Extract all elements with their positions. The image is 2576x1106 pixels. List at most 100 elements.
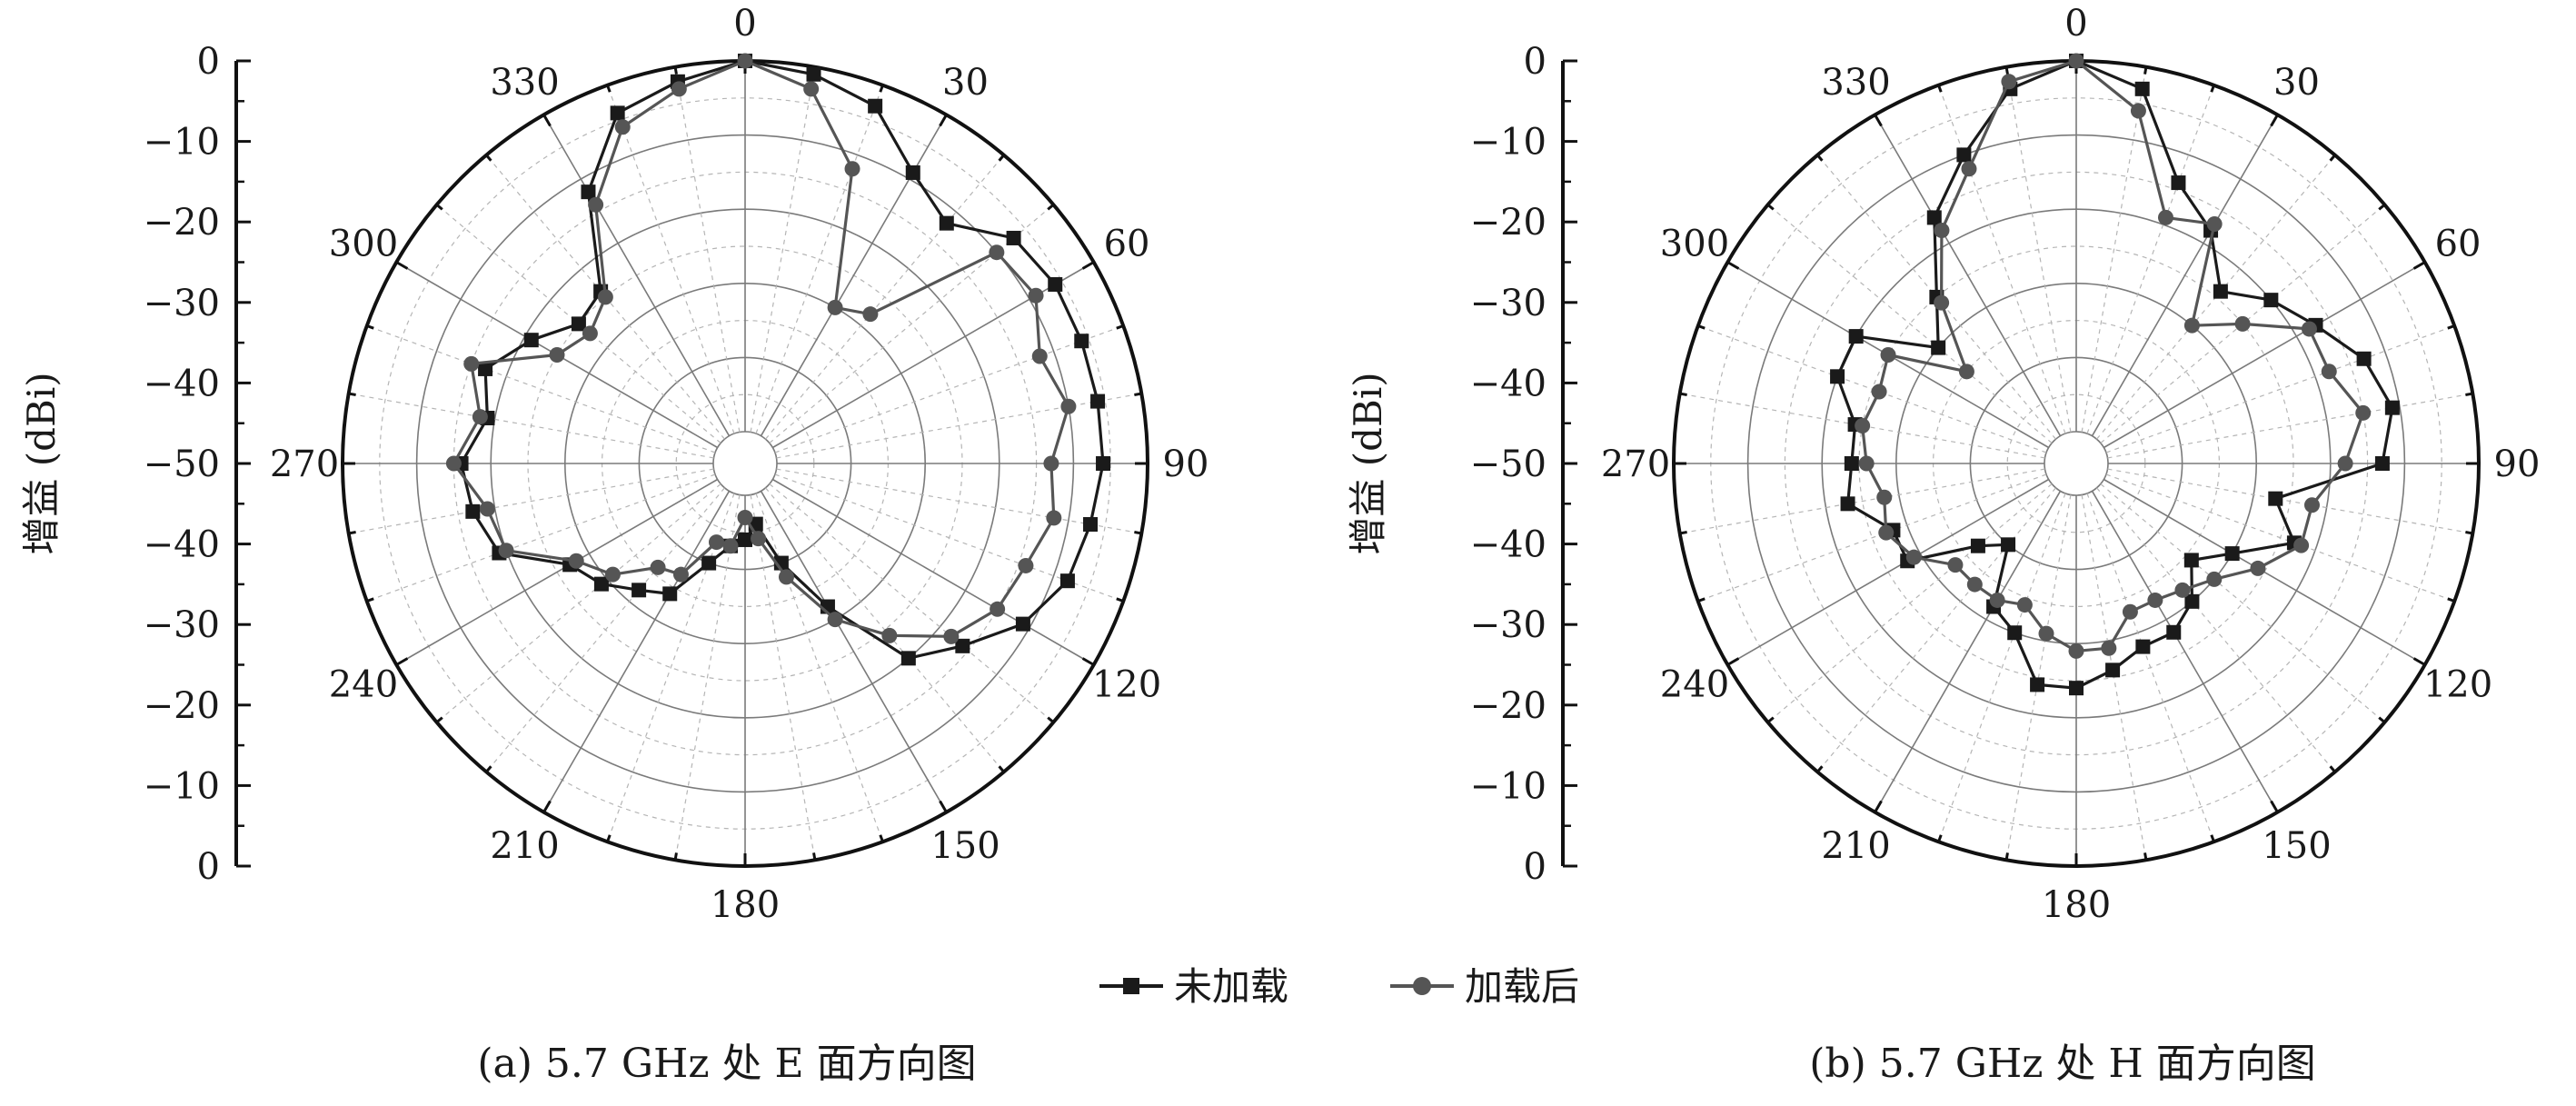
grid-spoke-minor bbox=[2105, 473, 2455, 603]
angle-tick-label: 120 bbox=[1092, 664, 1161, 706]
data-point bbox=[632, 583, 647, 598]
legend-marker-unloaded bbox=[1123, 978, 1139, 994]
data-point bbox=[604, 566, 621, 583]
radial-tick-label: −30 bbox=[144, 283, 220, 324]
ylabel-a: 增益 (dBi) bbox=[19, 372, 64, 554]
outer-tick bbox=[998, 154, 1005, 162]
outer-tick bbox=[1697, 324, 1706, 330]
radial-tick-label: −20 bbox=[144, 202, 220, 244]
grid-spoke-major bbox=[1874, 114, 2062, 437]
data-point bbox=[2184, 593, 2200, 609]
data-point bbox=[778, 569, 794, 585]
grid-spoke-minor bbox=[776, 393, 1142, 459]
outer-tick bbox=[366, 324, 374, 330]
grid-spoke-minor bbox=[2086, 493, 2215, 842]
grid-spoke-minor bbox=[1679, 468, 2045, 534]
data-point bbox=[1015, 616, 1030, 632]
data-point bbox=[1934, 223, 1950, 239]
grid-spoke-minor bbox=[2005, 494, 2072, 861]
data-point bbox=[1028, 287, 1044, 304]
angle-tick-label: 90 bbox=[1163, 443, 1209, 485]
series-unloaded bbox=[1830, 54, 2400, 696]
outer-tick bbox=[1766, 716, 1775, 723]
grid-spoke-minor bbox=[485, 487, 725, 772]
data-point bbox=[1871, 384, 1887, 400]
angle-tick-label: 180 bbox=[2042, 884, 2111, 926]
data-point bbox=[2007, 625, 2023, 641]
data-point bbox=[568, 553, 584, 569]
outer-tick bbox=[1081, 261, 1095, 270]
data-point bbox=[2030, 677, 2045, 692]
outer-tick bbox=[1937, 834, 1943, 842]
grid-spoke-minor bbox=[2107, 393, 2473, 459]
legend-marker-loaded bbox=[1413, 977, 1431, 995]
outer-tick bbox=[939, 114, 948, 127]
grid-spoke-major bbox=[771, 478, 1095, 666]
grid-spoke-minor bbox=[2107, 468, 2473, 534]
series-loaded bbox=[445, 53, 1077, 644]
data-point bbox=[2224, 546, 2240, 562]
outer-tick bbox=[2329, 765, 2336, 773]
grid-spoke-minor bbox=[674, 66, 741, 433]
grid-spoke-minor bbox=[2096, 487, 2336, 772]
data-point bbox=[2206, 215, 2223, 232]
data-point bbox=[1031, 348, 1048, 364]
data-point bbox=[1830, 369, 1845, 384]
grid-spoke-minor bbox=[674, 494, 741, 861]
outer-tick bbox=[485, 154, 492, 162]
data-point bbox=[1961, 161, 1977, 177]
grid-spoke-minor bbox=[1767, 483, 2053, 723]
radial-tick-label: −10 bbox=[1470, 122, 1547, 164]
panel-a: 增益 (dBi) (a) 5.7 GHz 处 E 面方向图 0 30 60 90 120… bbox=[19, 3, 1208, 1087]
grid-spoke-major bbox=[1874, 490, 2062, 813]
grid-spoke-minor bbox=[348, 393, 714, 459]
data-point bbox=[581, 184, 596, 200]
data-point bbox=[900, 651, 916, 666]
outer-tick bbox=[2378, 204, 2386, 211]
grid-ring-inner bbox=[2044, 431, 2109, 496]
angle-tick-label: 30 bbox=[2273, 62, 2320, 104]
data-point bbox=[827, 612, 843, 628]
data-point bbox=[1848, 329, 1864, 344]
data-point bbox=[751, 531, 767, 547]
outer-tick bbox=[2412, 261, 2426, 270]
radial-tick-label: −20 bbox=[1470, 202, 1547, 244]
angle-tick-label: 150 bbox=[2262, 825, 2331, 867]
radial-tick-label: −40 bbox=[144, 363, 220, 404]
data-point bbox=[478, 361, 493, 376]
grid-spoke-minor bbox=[776, 468, 1142, 534]
outer-tick bbox=[1766, 204, 1775, 211]
outer-tick bbox=[1726, 657, 1740, 666]
grid-spoke-minor bbox=[774, 324, 1124, 453]
data-point bbox=[881, 627, 898, 643]
angle-tick-label: 240 bbox=[329, 664, 398, 706]
data-point bbox=[571, 316, 586, 332]
data-point bbox=[2337, 455, 2353, 472]
grid-spoke-major bbox=[2091, 490, 2279, 813]
data-point bbox=[2068, 53, 2084, 69]
data-point bbox=[498, 543, 514, 559]
outer-tick bbox=[2210, 834, 2215, 842]
data-point bbox=[582, 325, 598, 342]
data-point bbox=[990, 601, 1006, 617]
data-point bbox=[479, 501, 495, 517]
outer-tick bbox=[998, 765, 1005, 773]
outer-tick bbox=[395, 261, 409, 270]
data-point bbox=[1966, 576, 1983, 593]
radial-tick-label: −30 bbox=[144, 604, 220, 646]
outer-tick bbox=[879, 85, 884, 93]
outer-tick bbox=[2004, 66, 2009, 75]
data-point bbox=[862, 306, 879, 323]
data-point bbox=[650, 559, 666, 575]
data-point bbox=[1947, 557, 1964, 573]
data-point bbox=[2038, 625, 2054, 642]
radial-tick-label: 0 bbox=[197, 41, 220, 83]
outer-tick bbox=[1937, 85, 1943, 93]
data-point bbox=[1970, 538, 1985, 553]
angle-tick-label: 120 bbox=[2423, 664, 2492, 706]
data-point bbox=[549, 347, 565, 363]
data-point bbox=[2183, 317, 2200, 334]
grid-spoke-minor bbox=[769, 204, 1054, 443]
data-point bbox=[1840, 496, 1855, 512]
data-point bbox=[1048, 276, 1063, 292]
